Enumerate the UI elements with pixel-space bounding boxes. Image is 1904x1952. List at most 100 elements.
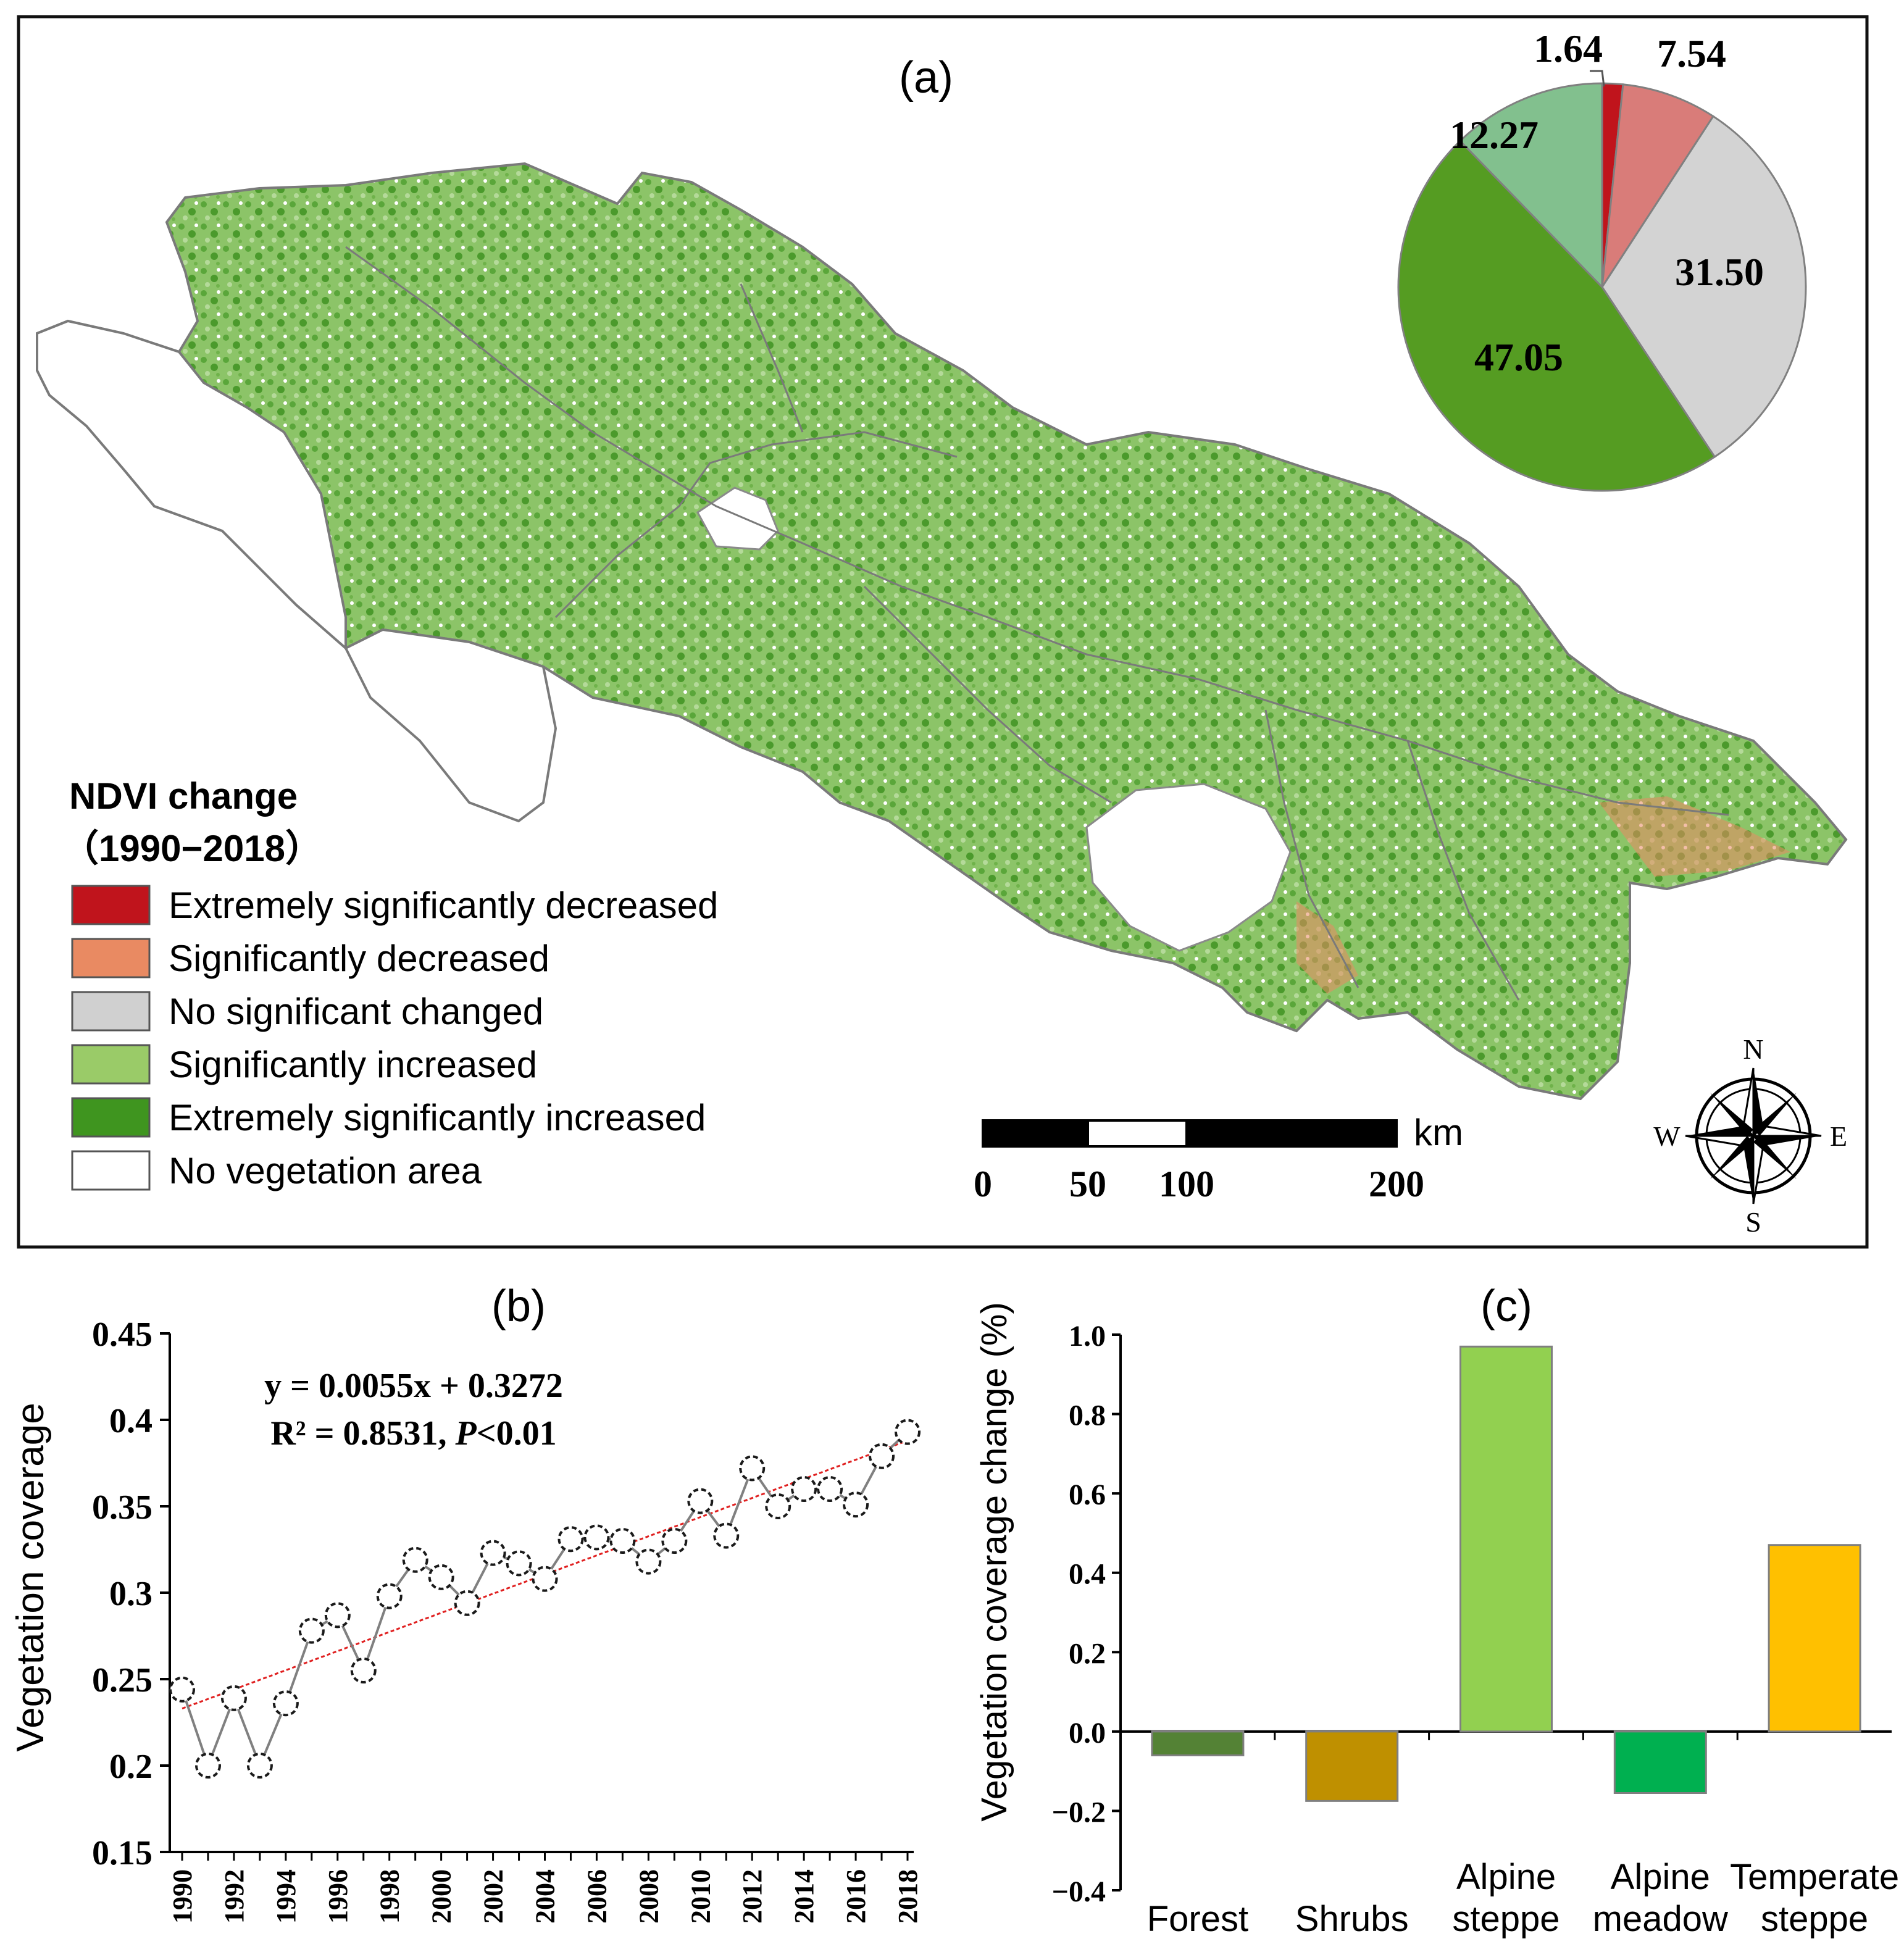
legend-subtitle: （1990−2018）: [62, 828, 322, 869]
b-xtick-label-6: 2002: [478, 1869, 509, 1924]
c-ytick-label-6: 0.8: [1069, 1399, 1106, 1432]
c-bar-4: [1768, 1544, 1861, 1733]
b-point-2009: [661, 1528, 688, 1554]
b-trend-line: [182, 1440, 908, 1710]
b-point-2013: [765, 1493, 791, 1519]
b-point-1995: [298, 1617, 325, 1644]
b-point-2007: [609, 1528, 636, 1554]
pie-label-4: 12.27: [1450, 113, 1539, 157]
b-ytick-label-0: 0.15: [92, 1834, 152, 1872]
pie-slice-2: [1601, 115, 1807, 459]
b-xtick-label-9: 2008: [633, 1869, 664, 1924]
b-xtick-label-10: 2010: [685, 1869, 716, 1924]
b-ytick-label-5: 0.4: [109, 1402, 152, 1440]
compass-w: W: [1653, 1120, 1681, 1152]
legend-label-5: No vegetation area: [169, 1150, 482, 1191]
c-category-label-0-0: Forest: [1147, 1899, 1248, 1939]
region-boundaries: [345, 246, 1729, 1001]
ndvi-legend: NDVI change （1990−2018） Extremely signif…: [62, 775, 718, 1191]
b-xtick-label-5: 2000: [427, 1869, 457, 1924]
b-point-1994: [272, 1690, 299, 1717]
c-category-label-2-0: Alpine: [1456, 1857, 1556, 1897]
b-xtick-label-8: 2006: [582, 1869, 612, 1924]
scale-bar: km 0 50 100 200: [974, 1112, 1463, 1204]
c-ytick-label-2: 0.0: [1069, 1717, 1106, 1750]
legend-label-4: Extremely significantly increased: [169, 1097, 706, 1138]
legend-swatch-3: [71, 1044, 151, 1085]
c-ytick-label-7: 1.0: [1069, 1320, 1106, 1353]
c-category-label-4-0: Temperate: [1730, 1857, 1899, 1897]
compass-rose-icon: N S E W: [1653, 1033, 1847, 1238]
panel-c-title: (c): [1480, 1282, 1532, 1331]
b-ytick-label-2: 0.25: [92, 1661, 152, 1700]
b-ytick-label-4: 0.35: [92, 1488, 152, 1527]
b-point-1997: [350, 1658, 377, 1683]
b-point-1998: [376, 1583, 403, 1609]
decreased-patches: [1296, 796, 1790, 994]
legend-label-1: Significantly decreased: [169, 938, 549, 979]
legend-title: NDVI change: [69, 775, 298, 817]
panel-b-ylabel: Vegetation coverage: [9, 1403, 52, 1751]
c-category-label-1-0: Shrubs: [1295, 1899, 1409, 1939]
panel-b-line-chart: (b) Vegetation coverage y = 0.0055x + 0.…: [9, 1282, 923, 1924]
lake-large: [1085, 783, 1292, 952]
compass-s: S: [1745, 1206, 1761, 1238]
scale-tick-0: 0: [974, 1164, 992, 1204]
no-vegetation-area-west: [36, 319, 347, 651]
c-bar-2: [1459, 1345, 1553, 1733]
legend-label-0: Extremely significantly decreased: [169, 885, 718, 926]
lake-small: [696, 486, 779, 551]
pie-leader-line: [1590, 70, 1605, 87]
map-outline: [36, 162, 1848, 1101]
pie-slice-4: [1458, 82, 1603, 290]
compass-n: N: [1743, 1033, 1763, 1065]
b-point-2018: [895, 1419, 921, 1445]
panel-b-title: (b): [491, 1282, 546, 1331]
c-ytick-label-5: 0.6: [1069, 1479, 1106, 1511]
b-point-1991: [194, 1753, 221, 1779]
b-point-1999: [402, 1546, 428, 1573]
pie-slice-1: [1601, 83, 1715, 288]
b-xtick-label-13: 2016: [841, 1869, 871, 1924]
r-squared: R² = 0.8531,: [270, 1414, 455, 1453]
scale-tick-100: 100: [1159, 1164, 1214, 1204]
c-bar-0: [1151, 1730, 1245, 1756]
b-xtick-label-1: 1992: [219, 1869, 249, 1924]
b-xtick-label-4: 1998: [375, 1869, 405, 1924]
b-point-2010: [687, 1488, 714, 1514]
scale-segment-3: [1185, 1119, 1398, 1148]
b-point-2015: [817, 1476, 843, 1502]
b-ytick-label-3: 0.3: [109, 1575, 152, 1613]
b-point-2014: [791, 1476, 817, 1502]
compass-e: E: [1830, 1120, 1847, 1152]
pie-chart: 1.64 7.54 31.50 47.05 12.27: [1397, 27, 1807, 492]
pie-label-3: 47.05: [1474, 335, 1563, 379]
b-point-2008: [635, 1548, 662, 1575]
pie-label-2: 31.50: [1675, 250, 1764, 294]
c-category-label-4-1: steppe: [1761, 1899, 1868, 1939]
p-value: <0.01: [477, 1414, 557, 1453]
c-category-label-2-1: steppe: [1452, 1899, 1560, 1939]
panel-a-frame: [17, 15, 1869, 1249]
no-vegetation-area-sw: [344, 628, 557, 823]
legend-items: Extremely significantly decreased Signifi…: [71, 885, 718, 1191]
b-point-2017: [869, 1443, 895, 1469]
panel-c-ylabel: Vegetation coverage change (%): [974, 1302, 1014, 1822]
legend-swatch-1: [71, 938, 151, 978]
b-point-2016: [843, 1491, 869, 1518]
b-point-2006: [583, 1524, 610, 1551]
legend-label-2: No significant changed: [169, 991, 543, 1032]
scale-segment-2: [1087, 1119, 1188, 1148]
panel-a-label: (a): [899, 53, 953, 102]
c-ytick-label-3: 0.2: [1069, 1637, 1106, 1670]
c-category-label-3-1: meadow: [1593, 1899, 1729, 1939]
b-xtick-label-14: 2018: [893, 1869, 923, 1924]
regression-stats: R² = 0.8531, P<0.01: [270, 1414, 556, 1453]
scale-segment-1: [982, 1119, 1089, 1148]
legend-label-3: Significantly increased: [169, 1044, 537, 1085]
scale-tick-50: 50: [1069, 1164, 1106, 1204]
b-point-2004: [532, 1566, 558, 1592]
p-symbol: P: [455, 1414, 477, 1453]
b-xtick-label-12: 2014: [789, 1869, 819, 1924]
